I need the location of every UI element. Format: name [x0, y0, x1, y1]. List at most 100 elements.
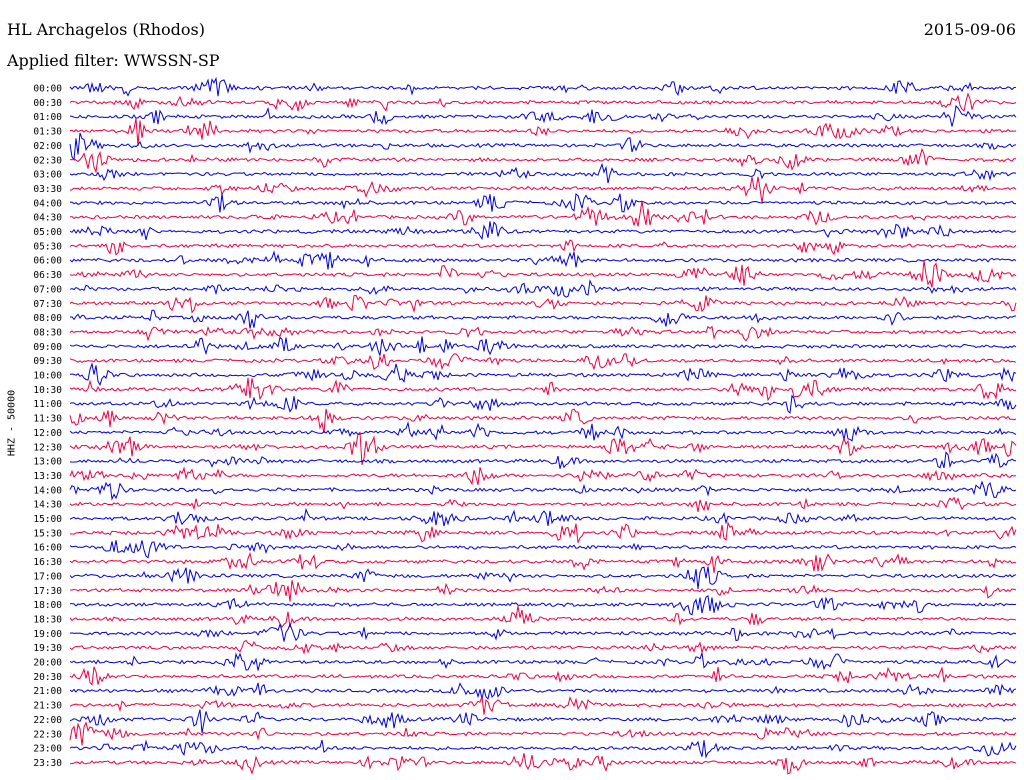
trace-group: [69, 76, 1017, 775]
trace-line: [69, 696, 1017, 715]
trace-line: [69, 666, 1017, 686]
row-tick-label: 21:00: [33, 686, 62, 697]
trace-line: [69, 200, 1017, 227]
row-tick-label: 02:00: [33, 141, 62, 152]
trace-line: [69, 622, 1017, 642]
trace-line: [69, 260, 1017, 288]
trace-line: [69, 394, 1017, 414]
row-tick-labels: 00:00 00:30 01:00 01:30 02:00 02:30 03:00 03:30…: [33, 84, 62, 769]
row-tick-label: 18:30: [33, 614, 62, 625]
trace-line: [69, 104, 1017, 127]
trace-line: [69, 466, 1017, 486]
trace-line: [69, 279, 1017, 298]
filter-label: Applied filter: WWSSN-SP: [7, 51, 220, 70]
trace-line: [69, 652, 1017, 671]
row-tick-label: 15:30: [33, 528, 62, 539]
trace-line: [69, 408, 1017, 434]
trace-line: [69, 507, 1017, 527]
trace-line: [69, 325, 1017, 342]
row-tick-label: 03:00: [33, 170, 62, 181]
plot-date: 2015-09-06: [923, 20, 1016, 39]
row-tick-label: 11:30: [33, 414, 62, 425]
trace-line: [69, 76, 1017, 97]
trace-line: [69, 682, 1017, 700]
row-tick-label: 07:00: [33, 284, 62, 295]
row-tick-label: 06:00: [33, 256, 62, 267]
trace-line: [69, 431, 1017, 465]
row-tick-label: 04:00: [33, 198, 62, 209]
row-tick-label: 06:30: [33, 270, 62, 281]
trace-line: [69, 92, 1017, 112]
trace-line: [69, 551, 1017, 573]
trace-line: [69, 192, 1017, 213]
row-tick-label: 23:30: [33, 758, 62, 769]
row-tick-label: 14:00: [33, 485, 62, 496]
trace-line: [69, 336, 1017, 356]
row-tick-label: 17:30: [33, 586, 62, 597]
trace-line: [69, 709, 1017, 734]
station-title: HL Archagelos (Rhodos): [7, 20, 205, 39]
row-tick-label: 19:30: [33, 643, 62, 654]
trace-line: [69, 294, 1017, 314]
trace-line: [69, 353, 1017, 371]
row-tick-label: 11:00: [33, 399, 62, 410]
row-tick-label: 19:00: [33, 629, 62, 640]
row-tick-label: 09:30: [33, 356, 62, 367]
row-tick-label: 00:00: [33, 84, 62, 95]
row-tick-label: 16:30: [33, 557, 62, 568]
trace-line: [69, 421, 1017, 442]
row-tick-label: 13:30: [33, 471, 62, 482]
row-tick-label: 16:00: [33, 543, 62, 554]
trace-line: [69, 739, 1017, 759]
y-axis-label: HHZ - 50000: [6, 389, 18, 457]
trace-line: [69, 377, 1017, 402]
row-tick-label: 04:30: [33, 213, 62, 224]
trace-line: [69, 566, 1017, 590]
trace-line: [69, 147, 1017, 174]
trace-line: [69, 540, 1017, 559]
trace-line: [69, 362, 1017, 387]
trace-line: [69, 221, 1017, 241]
row-tick-label: 22:30: [33, 729, 62, 740]
row-tick-label: 12:00: [33, 428, 62, 439]
trace-line: [69, 250, 1017, 270]
row-tick-label: 20:00: [33, 658, 62, 669]
trace-line: [69, 753, 1017, 775]
row-tick-label: 07:30: [33, 299, 62, 310]
row-tick-label: 03:30: [33, 184, 62, 195]
row-tick-label: 08:00: [33, 313, 62, 324]
row-tick-label: 15:00: [33, 514, 62, 525]
trace-line: [69, 639, 1017, 655]
row-tick-label: 17:00: [33, 571, 62, 582]
row-tick-label: 05:30: [33, 241, 62, 252]
trace-line: [69, 605, 1017, 628]
row-tick-label: 14:30: [33, 500, 62, 511]
row-tick-label: 01:30: [33, 127, 62, 138]
trace-line: [69, 309, 1017, 329]
row-tick-label: 20:30: [33, 672, 62, 683]
row-tick-label: 05:00: [33, 227, 62, 238]
row-tick-label: 10:00: [33, 371, 62, 382]
trace-line: [69, 480, 1017, 501]
trace-line: [69, 239, 1017, 256]
row-tick-label: 02:30: [33, 155, 62, 166]
row-tick-label: 13:00: [33, 457, 62, 468]
trace-line: [69, 496, 1017, 513]
row-tick-label: 18:00: [33, 600, 62, 611]
trace-line: [69, 176, 1017, 204]
trace-line: [69, 132, 1017, 162]
trace-line: [69, 118, 1017, 146]
row-tick-label: 22:00: [33, 715, 62, 726]
row-tick-label: 12:30: [33, 442, 62, 453]
trace-line: [69, 451, 1017, 469]
row-tick-label: 00:30: [33, 98, 62, 109]
row-tick-label: 08:30: [33, 327, 62, 338]
row-tick-label: 23:00: [33, 744, 62, 755]
row-tick-label: 01:00: [33, 112, 62, 123]
trace-line: [69, 594, 1017, 616]
trace-line: [69, 580, 1017, 602]
trace-line: [69, 721, 1017, 746]
trace-line: [69, 162, 1017, 184]
row-tick-label: 21:30: [33, 701, 62, 712]
